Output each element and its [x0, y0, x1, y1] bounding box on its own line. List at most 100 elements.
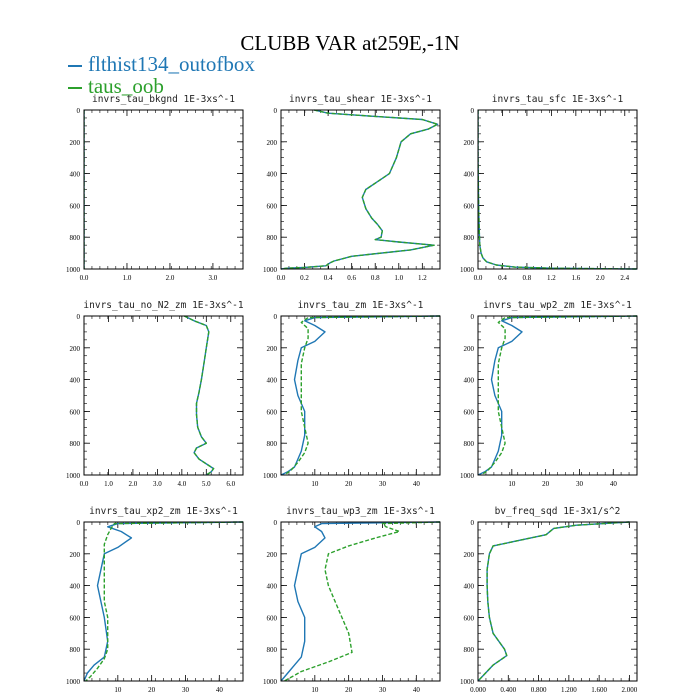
panel-frame	[280, 521, 441, 682]
legend-entry-series1: flthist134_outofbox	[68, 52, 255, 77]
x-tick-label: 0.0	[80, 480, 89, 488]
x-tick-label: 10	[508, 480, 516, 488]
series-line-1	[281, 521, 440, 682]
x-tick-label: 1.600	[591, 686, 607, 694]
y-tick-label: 200	[70, 345, 81, 353]
legend-swatch-series1	[68, 65, 82, 68]
x-tick-label: 2.0	[129, 480, 138, 488]
panel-frame	[83, 315, 244, 476]
x-tick-label: 0.8	[523, 274, 532, 282]
y-tick-label: 600	[70, 202, 81, 210]
x-tick-label: 1.2	[547, 274, 556, 282]
y-tick-label: 800	[70, 234, 81, 242]
panel-frame	[477, 521, 638, 682]
y-tick-label: 0	[77, 107, 81, 115]
x-tick-label: 1.6	[571, 274, 580, 282]
series-line-2	[480, 315, 637, 476]
panel-1: invrs_tau_bkgnd 1E-3xs^-1 0 200 400 600 800 10…	[66, 94, 244, 282]
panel-title: invrs_tau_zm 1E-3xs^-1	[298, 300, 424, 311]
y-tick-label: 1000	[460, 266, 475, 274]
legend-label-series2: taus_oob	[88, 74, 164, 98]
y-tick-label: 800	[464, 646, 475, 654]
y-tick-label: 200	[267, 551, 278, 559]
x-tick-label: 10	[311, 480, 319, 488]
x-tick-label: 0.2	[300, 274, 309, 282]
x-tick-label: 0.6	[347, 274, 356, 282]
x-tick-label: 40	[216, 686, 224, 694]
y-tick-label: 0	[274, 519, 278, 527]
x-tick-label: 10	[114, 686, 122, 694]
y-tick-label: 600	[464, 408, 475, 416]
y-tick-label: 200	[464, 551, 475, 559]
y-tick-label: 0	[274, 107, 278, 115]
panel-9: bv_freq_sqd 1E-3x1/s^2020040060080010000…	[460, 506, 638, 694]
y-tick-label: 0	[471, 519, 475, 527]
x-tick-label: 2.4	[620, 274, 629, 282]
x-tick-label: 1.2	[418, 274, 427, 282]
panel-8: invrs_tau_wp3_zm 1E-3xs^-1 0 200 400 600 800 1…	[263, 506, 441, 694]
y-tick-label: 0	[471, 107, 475, 115]
y-tick-label: 1000	[66, 678, 81, 686]
x-tick-label: 20	[345, 480, 353, 488]
y-tick-label: 200	[464, 345, 475, 353]
y-tick-label: 800	[267, 440, 278, 448]
panel-frame	[83, 109, 244, 270]
y-tick-label: 600	[267, 202, 278, 210]
x-tick-label: 40	[413, 686, 421, 694]
x-tick-label: 40	[413, 480, 421, 488]
y-tick-label: 200	[267, 139, 278, 147]
series-line-2	[183, 315, 215, 476]
panel-title: invrs_tau_xp2_zm 1E-3xs^-1	[89, 506, 238, 517]
y-tick-label: 800	[267, 234, 278, 242]
x-tick-label: 0.4	[498, 274, 507, 282]
y-tick-label: 800	[464, 440, 475, 448]
panel-3: invrs_tau_sfc 1E-3xs^-1 0 200 400 600 800 1000…	[460, 94, 638, 282]
x-tick-label: 1.200	[561, 686, 577, 694]
y-tick-label: 0	[77, 519, 81, 527]
y-tick-label: 600	[464, 202, 475, 210]
x-tick-label: 0.0	[474, 274, 483, 282]
y-tick-label: 600	[70, 614, 81, 622]
y-tick-label: 600	[70, 408, 81, 416]
series-line-1	[478, 521, 630, 682]
x-tick-label: 20	[542, 480, 550, 488]
series-line-1	[183, 315, 215, 476]
y-tick-label: 800	[267, 646, 278, 654]
panel-2: invrs_tau_shear 1E-3xs^-1 0 200 400 600 800 10…	[263, 94, 441, 282]
y-tick-label: 1000	[66, 472, 81, 480]
y-tick-label: 1000	[263, 472, 278, 480]
series-line-1	[478, 315, 637, 476]
legend-entry-series2: taus_oob	[68, 74, 164, 99]
legend-swatch-series2	[68, 87, 82, 90]
x-tick-label: 30	[182, 686, 190, 694]
x-tick-label: 1.0	[104, 480, 113, 488]
series-line-2	[478, 110, 637, 270]
y-tick-label: 400	[70, 377, 81, 385]
x-tick-label: 3.0	[209, 274, 218, 282]
x-tick-label: 2.0	[166, 274, 175, 282]
x-tick-label: 3.0	[153, 480, 162, 488]
y-tick-label: 600	[267, 408, 278, 416]
y-tick-label: 400	[464, 377, 475, 385]
x-tick-label: 20	[148, 686, 156, 694]
y-tick-label: 200	[267, 345, 278, 353]
panel-4: invrs_tau_no_N2_zm 1E-3xs^-10 200 400 600 80…	[66, 300, 244, 488]
y-tick-label: 200	[464, 139, 475, 147]
x-tick-label: 0.400	[500, 686, 516, 694]
x-tick-label: 0.0	[277, 274, 286, 282]
x-tick-label: 10	[311, 686, 319, 694]
y-tick-label: 1000	[460, 678, 475, 686]
x-tick-label: 2.0	[596, 274, 605, 282]
panel-frame	[477, 109, 638, 270]
panel-frame	[477, 315, 638, 476]
panel-6: invrs_tau_wp2_zm 1E-3xs^-1 0 200 400 600 800 1…	[460, 300, 638, 488]
panel-5: invrs_tau_zm 1E-3xs^-1 0 200 400 600 800 1000 1…	[263, 300, 441, 488]
y-tick-label: 800	[70, 646, 81, 654]
panel-7: invrs_tau_xp2_zm 1E-3xs^-1 0 200 400 600 800 1…	[66, 506, 244, 694]
x-tick-label: 40	[610, 480, 618, 488]
x-tick-label: 1.0	[394, 274, 403, 282]
y-tick-label: 1000	[263, 266, 278, 274]
y-tick-label: 800	[464, 234, 475, 242]
x-tick-label: 0.4	[324, 274, 333, 282]
